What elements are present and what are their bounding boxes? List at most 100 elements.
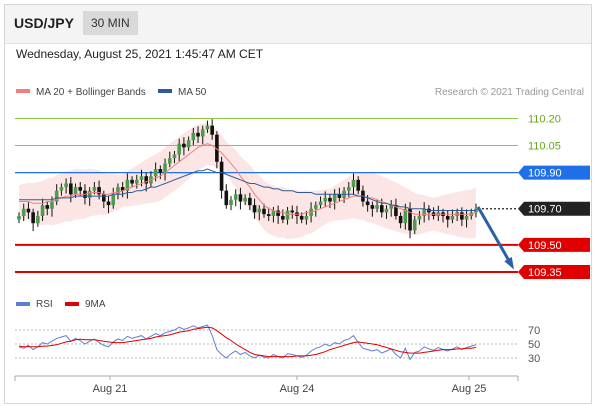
candle-body <box>370 205 375 209</box>
candle-body <box>379 205 384 213</box>
forecast-arrow-shaft <box>476 206 514 267</box>
candle-body <box>102 194 106 202</box>
candle-body <box>21 208 26 216</box>
candle-body <box>464 215 469 220</box>
candle-body <box>304 215 309 220</box>
candle-body <box>238 194 243 202</box>
candle-body <box>139 176 144 180</box>
candle-body <box>196 132 200 137</box>
level-badge-109-70 <box>518 201 590 216</box>
candle-body <box>252 205 257 213</box>
candle-body <box>50 201 54 209</box>
candle-body <box>186 140 191 148</box>
x-tick-label-aug25: Aug 25 <box>452 383 487 395</box>
candle-body <box>394 205 398 216</box>
level-badge-109-50 <box>518 237 590 252</box>
candle-body <box>153 169 158 177</box>
level-badge-109-90 <box>518 165 590 180</box>
candle-body <box>384 208 389 213</box>
candle-body <box>403 208 408 224</box>
candle-body <box>97 187 101 195</box>
candle-body <box>26 208 31 213</box>
level-label-110-20: 110.20 <box>528 113 561 125</box>
legend-ma50-swatch <box>158 89 172 93</box>
candle-body <box>262 208 266 215</box>
legend-ma20-label: MA 20 + Bollinger Bands <box>36 87 146 98</box>
candle-body <box>69 183 73 195</box>
level-label-110-05: 110.05 <box>528 141 561 153</box>
candle-body <box>281 215 285 220</box>
candle-body <box>92 187 97 191</box>
candle-body <box>54 190 59 202</box>
candle-body <box>17 215 21 220</box>
candle-body <box>116 187 120 195</box>
candle-body <box>177 143 181 155</box>
candle-body <box>248 197 252 206</box>
candle-body <box>182 143 186 148</box>
candle-body <box>299 215 304 220</box>
candle-body <box>172 154 177 159</box>
candle-body <box>332 194 337 202</box>
candle-body <box>73 187 78 195</box>
candle-body <box>219 161 224 191</box>
candle-body <box>163 163 167 173</box>
level-badge-109-35 <box>518 264 590 279</box>
rsi-tick-label-70: 70 <box>528 325 540 337</box>
candle-body <box>450 215 455 220</box>
candle-body <box>59 187 64 191</box>
candle-body <box>106 201 111 206</box>
candle-body <box>328 197 332 202</box>
timeframe-button[interactable]: 30 MIN <box>83 11 138 35</box>
x-tick-label-aug24: Aug 24 <box>280 383 315 395</box>
candle-body <box>318 201 323 206</box>
candle-body <box>346 187 351 191</box>
ma50-line <box>19 168 476 211</box>
legend-9ma-swatch <box>65 302 79 306</box>
rsi-plot: 30 50 70 <box>15 324 540 365</box>
candle-body <box>276 210 280 216</box>
candle-body <box>233 194 238 200</box>
rsi-tick-label-50: 50 <box>528 339 540 351</box>
candle-body <box>365 201 370 206</box>
price-plot: 110.20 110.05 109.90 109.70 109.50 109.35 <box>15 113 590 279</box>
chart-header: USD/JPY 30 MIN <box>5 5 591 44</box>
rsi-tick-label-30: 30 <box>528 353 540 365</box>
level-label-109-50: 109.50 <box>528 240 562 252</box>
candle-body <box>445 215 450 220</box>
candle-body <box>224 190 229 206</box>
legend-ma20-swatch <box>16 89 30 93</box>
x-tick-label-aug21: Aug 21 <box>93 383 128 395</box>
candle-body <box>356 179 361 191</box>
candle-body <box>200 129 205 137</box>
timestamp-label: Wednesday, August 25, 2021 1:45:47 AM CE… <box>16 47 264 61</box>
copyright-label: Research © 2021 Trading Central <box>435 87 584 98</box>
candle-body <box>389 205 393 209</box>
legend-9ma-label: 9MA <box>85 299 106 310</box>
candle-body <box>351 179 356 188</box>
symbol-label: USD/JPY <box>14 15 74 31</box>
candle-body <box>460 212 464 220</box>
level-label-109-70: 109.70 <box>528 204 562 216</box>
candle-body <box>130 179 134 184</box>
candle-body <box>271 210 276 216</box>
candle-body <box>417 215 422 220</box>
candle-body <box>31 212 35 224</box>
candle-body <box>64 183 68 188</box>
legend-rsi-label: RSI <box>36 299 53 310</box>
bollinger-band <box>19 122 476 240</box>
candle-body <box>375 205 379 209</box>
candle-body <box>210 125 214 135</box>
ma20-line <box>19 143 477 215</box>
candle-body <box>125 179 130 191</box>
legend-ma50-label: MA 50 <box>178 87 207 98</box>
candle-body <box>422 208 426 216</box>
candle-body <box>205 125 210 130</box>
candle-body <box>134 179 139 184</box>
candle-body <box>87 190 92 198</box>
candle-body <box>229 199 233 206</box>
candle-body <box>36 215 40 224</box>
rsi-9ma-line <box>18 326 477 358</box>
candle-body <box>290 210 295 213</box>
candle-body <box>191 132 196 141</box>
